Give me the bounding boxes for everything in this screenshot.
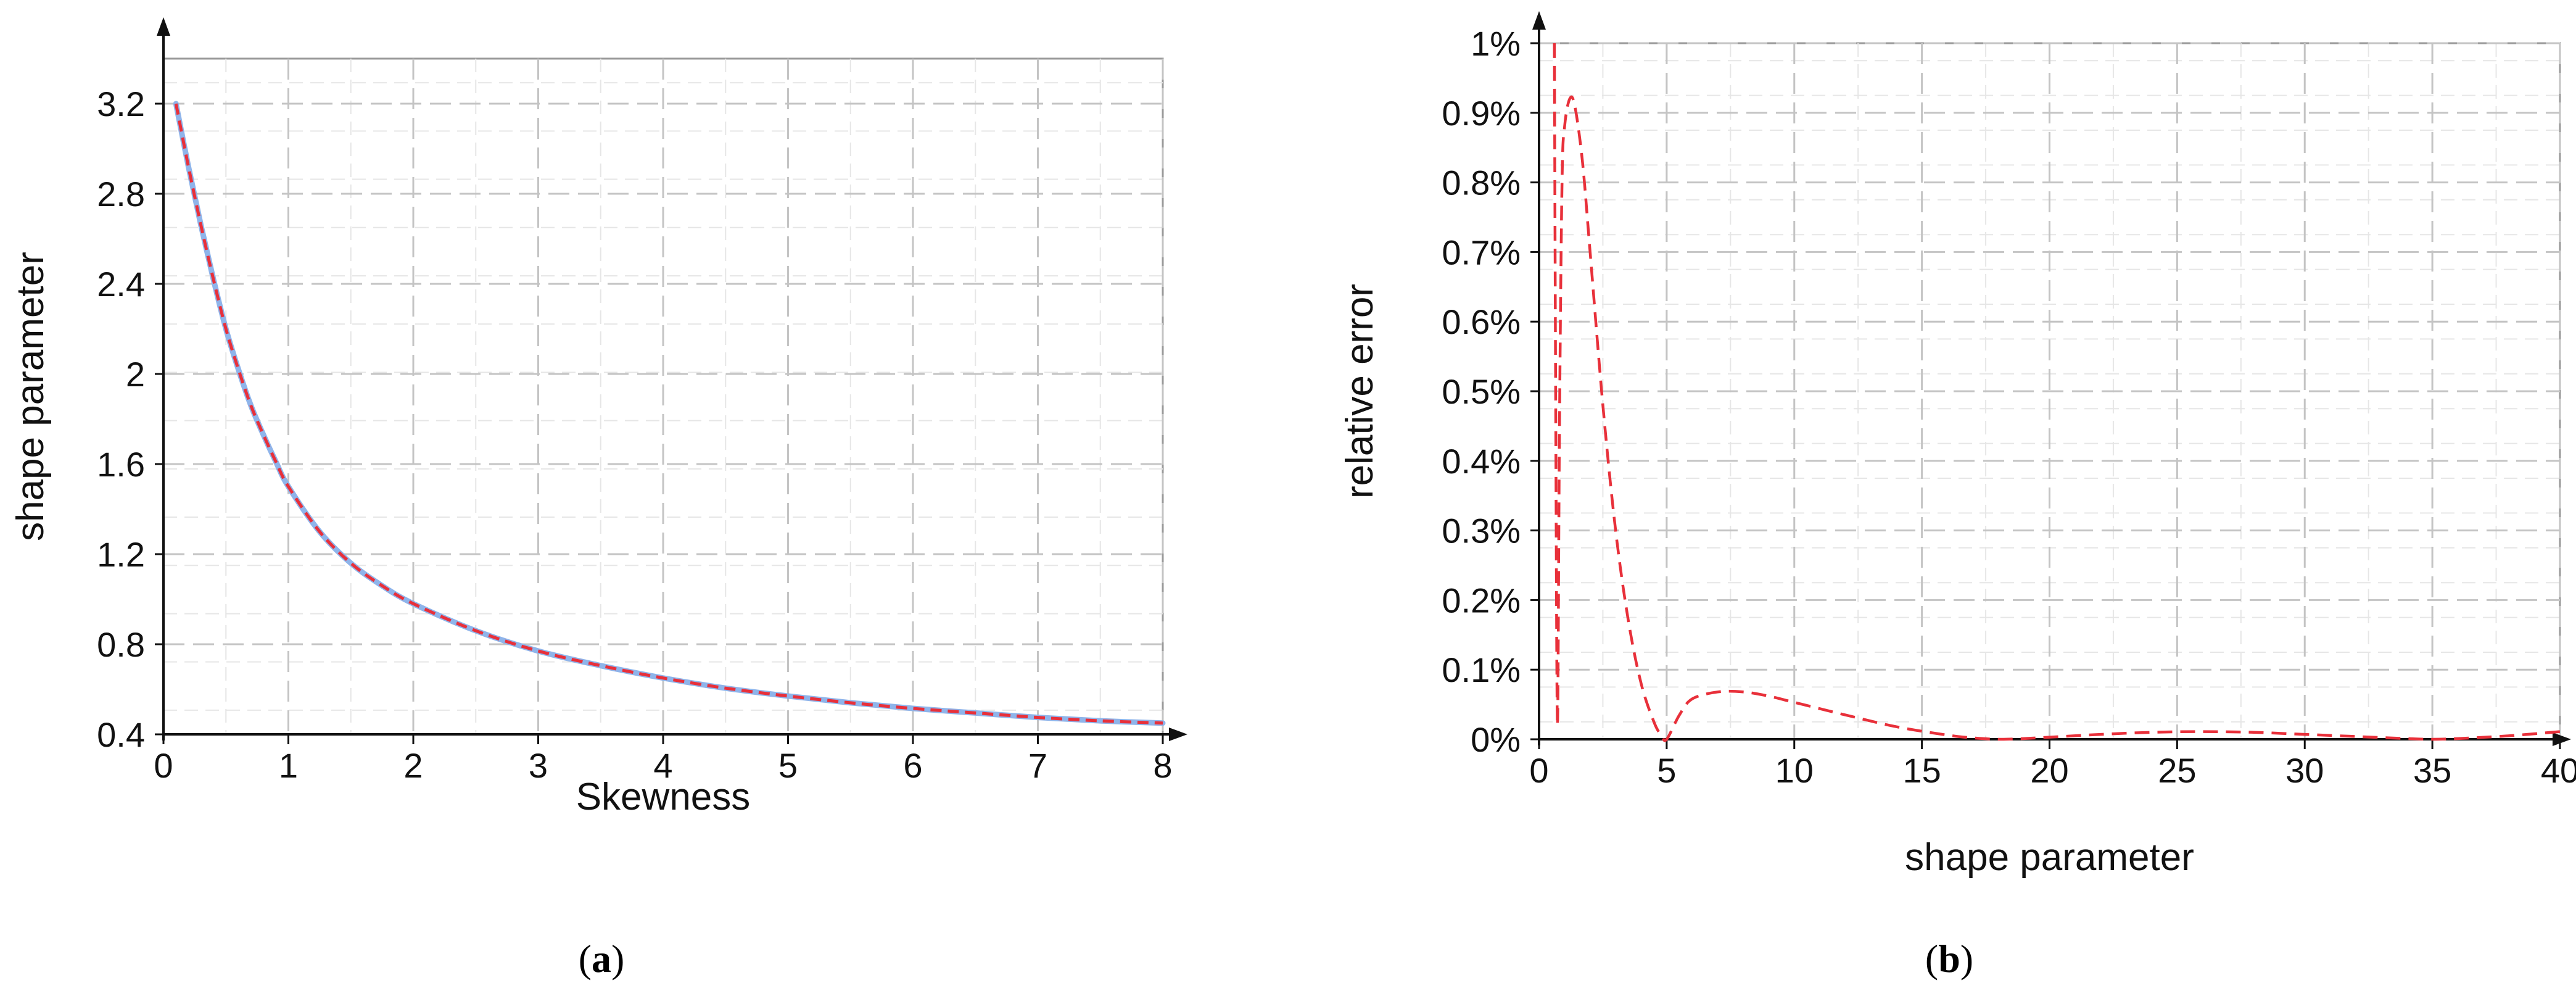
y-tick-label: 3.2: [97, 85, 145, 123]
y-tick-label: 0.4%: [1442, 442, 1521, 481]
x-tick-label: 35: [2413, 751, 2451, 790]
y-axis-label: relative error: [1339, 284, 1381, 499]
x-tick-label: 8: [1153, 746, 1172, 785]
y-tick-label: 1%: [1471, 24, 1521, 63]
y-tick-label: 0.2%: [1442, 581, 1521, 620]
y-tick-label: 2.8: [97, 175, 145, 214]
x-tick-label: 40: [2541, 751, 2576, 790]
x-axis-label: shape parameter: [1905, 836, 2194, 879]
x-tick-label: 5: [778, 746, 798, 785]
chart-panel-a: 0 1 2 3 4 5 6 7 8 0.4 0.8 1.2 1.6 2 2.4 2.8 3.2 Skewness s…: [9, 17, 1187, 981]
y-axis-arrow: [1532, 11, 1546, 30]
y-tick-label: 0.7%: [1442, 233, 1521, 272]
x-tick-label: 0: [1529, 751, 1548, 790]
y-tick-label: 1.6: [97, 445, 145, 484]
minor-grid: [163, 59, 1163, 734]
x-tick-label: 1: [279, 746, 298, 785]
x-tick-label: 5: [1657, 751, 1676, 790]
panel-label: (b): [1925, 937, 1973, 981]
series-line: [174, 103, 1163, 725]
x-tick-label: 10: [1775, 751, 1814, 790]
y-tick-label: 0.8: [97, 625, 145, 664]
series-line: [1553, 43, 2561, 742]
x-tick-label: 15: [1902, 751, 1941, 790]
y-axis-label: shape parameter: [9, 252, 52, 541]
y-tick-label: 0.8%: [1442, 164, 1521, 202]
y-tick-label: 2: [126, 355, 145, 394]
y-tick-label: 0.1%: [1442, 650, 1521, 689]
y-axis-arrow: [157, 17, 170, 36]
x-tick-label: 6: [903, 746, 922, 785]
panel-label: (a): [579, 937, 625, 981]
x-tick-label: 2: [403, 746, 423, 785]
x-tick-label: 0: [154, 746, 173, 785]
x-tick-label: 30: [2285, 751, 2324, 790]
x-axis-label: Skewness: [576, 776, 751, 818]
x-axis-arrow: [1169, 728, 1187, 741]
y-tick-label: 0.4: [97, 715, 145, 754]
panel-label-open: (: [579, 937, 592, 981]
y-tick-label: 0.5%: [1442, 372, 1521, 411]
y-tick-label: 0%: [1471, 720, 1521, 759]
x-axis-arrow: [2553, 732, 2571, 746]
panel-label-close: ): [611, 937, 624, 981]
panel-label-letter: b: [1938, 937, 1960, 981]
x-tick-label: 25: [2158, 751, 2196, 790]
chart-panel-b: 0 5 10 15 20 25 30 35 40 0% 0.1% 0.2% 0.3% 0.4% 0.5% 0.…: [1339, 11, 2576, 981]
x-tick-label: 20: [2030, 751, 2068, 790]
y-tick-label: 1.2: [97, 535, 145, 574]
y-tick-label: 0.9%: [1442, 94, 1521, 133]
x-tick-label: 3: [529, 746, 548, 785]
x-tick-label: 4: [653, 746, 672, 785]
panel-label-open: (: [1925, 937, 1938, 981]
y-tick-label: 0.6%: [1442, 302, 1521, 341]
panel-label-close: ): [1960, 937, 1973, 981]
y-tick-label: 2.4: [97, 265, 145, 304]
x-tick-label: 7: [1028, 746, 1047, 785]
panel-label-letter: a: [592, 937, 611, 981]
y-tick-label: 0.3%: [1442, 512, 1521, 550]
